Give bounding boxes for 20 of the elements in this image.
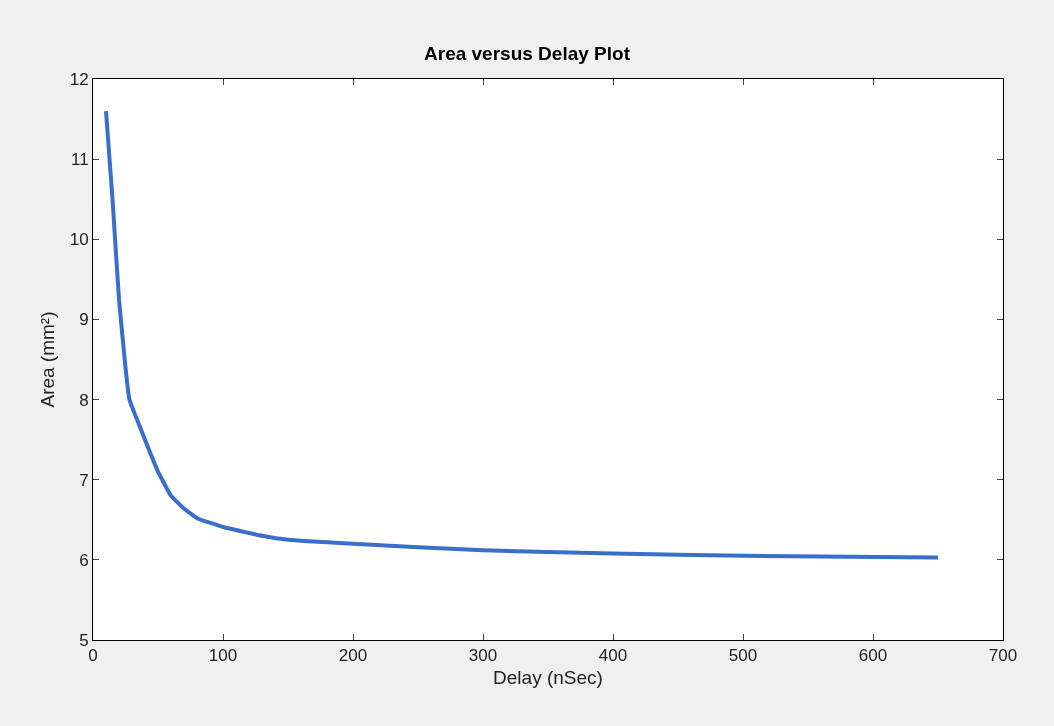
chart-title: Area versus Delay Plot bbox=[424, 43, 631, 65]
x-tick-label: 200 bbox=[338, 646, 368, 666]
line-series bbox=[104, 109, 940, 560]
y-tick-label: 10 bbox=[69, 230, 89, 250]
y-tick-label: 8 bbox=[79, 390, 89, 410]
x-tick-label: 400 bbox=[598, 646, 628, 666]
y-tick-label: 6 bbox=[79, 550, 89, 570]
x-tick-label: 300 bbox=[468, 646, 498, 666]
x-tick-label: 0 bbox=[88, 646, 98, 666]
x-axis-title: Delay (nSec) bbox=[493, 667, 603, 689]
y-tick-label: 11 bbox=[70, 150, 89, 170]
x-tick-label: 600 bbox=[858, 646, 888, 666]
y-tick-label: 9 bbox=[79, 310, 89, 330]
x-tick-label: 700 bbox=[988, 646, 1018, 666]
y-tick-label: 7 bbox=[79, 470, 89, 490]
y-tick-label: 5 bbox=[79, 630, 89, 650]
y-tick-label: 12 bbox=[69, 69, 89, 89]
y-axis-title: Area (mm²) bbox=[36, 311, 58, 408]
x-tick-label: 100 bbox=[208, 646, 238, 666]
x-tick-label: 500 bbox=[728, 646, 758, 666]
